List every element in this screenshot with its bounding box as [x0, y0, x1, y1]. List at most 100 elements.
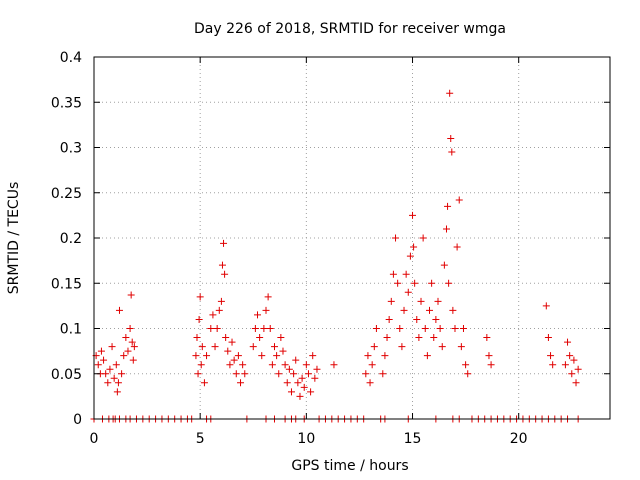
data-point	[455, 196, 463, 204]
data-point	[561, 361, 569, 369]
data-point	[564, 338, 572, 346]
data-point	[462, 361, 470, 369]
y-tick-label: 0.35	[51, 95, 82, 111]
data-point	[115, 306, 123, 314]
data-point	[394, 279, 402, 287]
data-point	[568, 370, 576, 378]
data-point	[120, 352, 128, 360]
data-point	[372, 325, 380, 332]
data-point	[215, 306, 223, 314]
data-point	[217, 297, 225, 305]
data-point	[264, 293, 272, 301]
data-point	[428, 279, 436, 287]
data-point	[438, 343, 446, 351]
data-point	[113, 388, 121, 396]
y-tick-label: 0.15	[51, 276, 82, 292]
data-point	[410, 243, 418, 251]
data-point	[287, 388, 295, 396]
data-point	[268, 361, 276, 369]
data-point	[426, 306, 434, 314]
data-point	[379, 370, 387, 378]
data-point	[300, 383, 308, 391]
data-point	[102, 370, 110, 378]
y-tick-labels: 0 0.05 0.1 0.15 0.2 0.25 0.3 0.35 0.4	[51, 50, 82, 428]
data-point	[114, 379, 122, 387]
data-point	[192, 352, 200, 360]
data-point	[292, 356, 300, 364]
data-point	[226, 361, 234, 369]
chart-title: Day 226 of 2018, SRMTID for receiver wmg…	[194, 21, 506, 37]
data-point	[487, 361, 495, 369]
data-point	[129, 356, 137, 364]
data-point	[203, 352, 211, 360]
data-point	[419, 234, 427, 242]
data-point	[193, 334, 201, 342]
y-tick-label: 0.1	[60, 322, 82, 338]
x-tick-label: 5	[196, 431, 205, 447]
data-point	[198, 343, 206, 351]
data-point	[544, 334, 552, 342]
data-point	[281, 361, 289, 369]
data-point	[485, 352, 493, 360]
data-point	[296, 392, 304, 400]
data-point	[368, 361, 376, 369]
data-point	[239, 361, 247, 369]
data-point	[457, 343, 465, 351]
data-point	[440, 261, 448, 269]
data-point	[442, 225, 450, 233]
data-point	[464, 370, 472, 378]
data-point	[110, 374, 118, 382]
data-point	[279, 347, 287, 355]
x-tick-label: 10	[297, 431, 315, 447]
data-point	[313, 365, 321, 373]
data-point	[449, 306, 457, 314]
data-point	[446, 89, 454, 97]
data-point	[213, 325, 221, 332]
y-tick-label: 0.25	[51, 186, 82, 202]
data-point	[402, 270, 410, 278]
data-point	[106, 365, 114, 373]
data-point	[421, 325, 429, 332]
data-point	[448, 148, 456, 156]
data-point	[124, 347, 132, 355]
y-tick-label: 0.4	[60, 50, 82, 66]
data-point	[221, 270, 229, 278]
x-tick-label: 0	[90, 431, 99, 447]
data-point	[237, 379, 245, 387]
data-points	[90, 89, 582, 423]
data-point	[270, 343, 278, 351]
data-point	[566, 352, 574, 360]
data-point	[254, 311, 262, 319]
data-point	[258, 352, 266, 360]
data-point	[436, 325, 444, 332]
data-point	[290, 370, 298, 378]
data-point	[574, 365, 582, 373]
y-tick-label: 0.05	[51, 367, 82, 383]
data-point	[423, 352, 431, 360]
data-point	[398, 343, 406, 351]
data-point	[266, 325, 274, 332]
data-point	[366, 379, 374, 387]
data-point	[260, 325, 268, 332]
data-point	[444, 202, 452, 210]
data-point	[207, 325, 215, 332]
data-point	[195, 315, 203, 323]
data-point	[224, 347, 232, 355]
data-point	[209, 311, 217, 319]
data-point	[94, 361, 102, 369]
data-point	[547, 352, 555, 360]
data-point	[241, 370, 249, 378]
data-point	[304, 370, 312, 378]
data-point	[392, 234, 400, 242]
data-point	[222, 334, 230, 342]
data-point	[262, 306, 270, 314]
data-point	[200, 379, 208, 387]
data-point	[459, 325, 467, 332]
data-point	[220, 239, 228, 247]
axis-ticks	[93, 56, 610, 420]
data-point	[283, 379, 291, 387]
data-point	[100, 356, 108, 364]
data-point	[218, 261, 226, 269]
plot-frame	[93, 56, 611, 420]
